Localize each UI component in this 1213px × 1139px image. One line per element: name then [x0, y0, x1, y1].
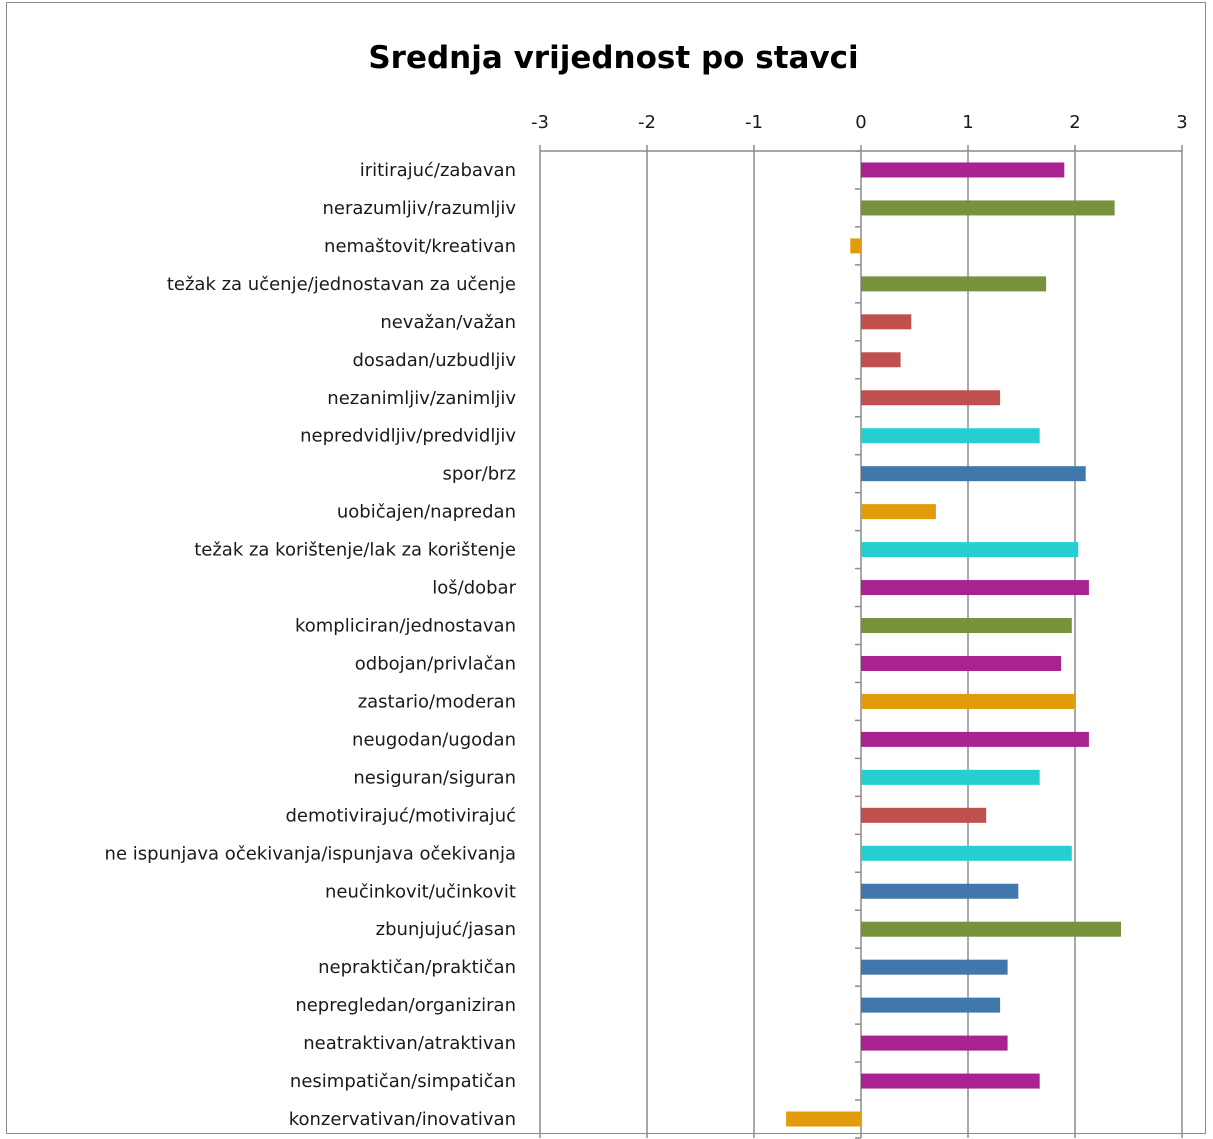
category-label: nezanimljiv/zanimljiv: [327, 388, 516, 409]
category-label: nepraktičan/praktičan: [318, 957, 516, 978]
bars: [786, 162, 1122, 1127]
category-label: težak za učenje/jednostavan za učenje: [167, 274, 516, 295]
bar: [861, 314, 912, 330]
category-label: nemaštovit/kreativan: [324, 236, 516, 257]
category-label: iritirajuć/zabavan: [360, 160, 516, 181]
x-tick-label: 2: [1069, 112, 1080, 133]
category-label: ne ispunjava očekivanja/ispunjava očekiv…: [105, 843, 516, 864]
bar: [861, 883, 1019, 899]
category-label: nepredvidljiv/predvidljiv: [300, 426, 516, 447]
category-label: nepregledan/organiziran: [295, 995, 516, 1016]
x-tick-label: 3: [1176, 112, 1187, 133]
category-label: neatraktivan/atraktivan: [303, 1033, 516, 1054]
x-axis-ticks: -3 -2 -1 0 1 2 3: [531, 112, 1188, 151]
bar: [861, 1073, 1040, 1089]
gridlines: [539, 150, 1183, 1138]
chart-frame: [6, 2, 1206, 1134]
bar: [861, 1035, 1008, 1051]
bar: [861, 504, 936, 520]
bar: [861, 162, 1065, 178]
category-label: dosadan/uzbudljiv: [352, 350, 516, 371]
category-label: nevažan/važan: [380, 312, 516, 333]
category-labels: iritirajuć/zabavan nerazumljiv/razumljiv n…: [105, 160, 517, 1130]
category-label: nerazumljiv/razumljiv: [323, 198, 517, 219]
category-label: težak za korištenje/lak za korištenje: [194, 540, 516, 561]
category-label: nesiguran/siguran: [353, 767, 516, 788]
category-axis: [855, 150, 862, 1139]
bar: [861, 580, 1089, 596]
bar: [861, 618, 1072, 634]
category-label: loš/dobar: [432, 578, 516, 599]
chart-title: Srednja vrijednost po stavci: [368, 40, 859, 76]
x-tick-label: -3: [531, 112, 549, 133]
bar: [861, 390, 1001, 406]
bar: [861, 997, 1001, 1013]
bar: [861, 542, 1079, 558]
x-tick-label: -2: [638, 112, 656, 133]
bar: [861, 466, 1086, 482]
category-label: neugodan/ugodan: [352, 729, 516, 750]
bar: [786, 1111, 861, 1127]
category-label: uobičajen/napredan: [337, 502, 516, 523]
bar: [861, 807, 987, 823]
category-label: neučinkovit/učinkovit: [325, 881, 516, 902]
x-tick-label: -1: [745, 112, 763, 133]
category-label: nesimpatičan/simpatičan: [290, 1071, 516, 1092]
bar: [861, 693, 1075, 709]
bar: [861, 352, 901, 368]
category-label: demotivirajuć/motivirajuć: [285, 805, 516, 826]
bar: [861, 276, 1047, 292]
bar: [861, 921, 1122, 937]
bar: [861, 428, 1040, 444]
category-label: zbunjujuć/jasan: [376, 919, 516, 940]
category-label: zastario/moderan: [358, 691, 516, 712]
category-label: odbojan/privlačan: [355, 653, 516, 674]
bar: [850, 238, 861, 254]
x-tick-label: 0: [855, 112, 866, 133]
category-label: spor/brz: [442, 464, 516, 485]
bar: [861, 655, 1062, 671]
x-tick-label: 1: [962, 112, 973, 133]
category-label: kompliciran/jednostavan: [295, 616, 516, 637]
bar: [861, 769, 1040, 785]
bar: [861, 845, 1072, 861]
bar: [861, 200, 1115, 216]
bar: [861, 731, 1089, 747]
category-label: konzervativan/inovativan: [289, 1109, 516, 1130]
bar: [861, 959, 1008, 975]
